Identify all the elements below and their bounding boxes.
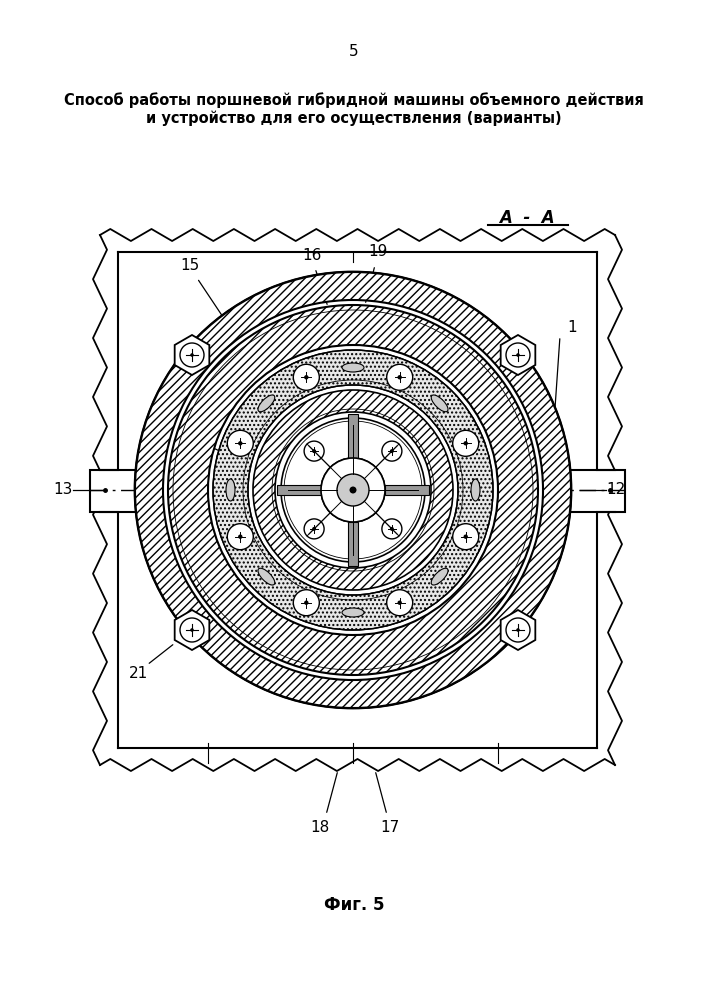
- Ellipse shape: [431, 395, 448, 412]
- Circle shape: [227, 524, 253, 550]
- Circle shape: [387, 590, 413, 616]
- Ellipse shape: [342, 363, 364, 372]
- Circle shape: [452, 524, 479, 550]
- Ellipse shape: [431, 568, 448, 585]
- Text: 18: 18: [310, 820, 329, 836]
- Wedge shape: [168, 305, 538, 675]
- Text: 1: 1: [567, 320, 577, 336]
- Text: 21: 21: [129, 666, 148, 680]
- Circle shape: [397, 375, 402, 379]
- Circle shape: [321, 458, 385, 522]
- Text: Фиг. 5: Фиг. 5: [324, 896, 384, 914]
- Ellipse shape: [258, 568, 275, 585]
- Polygon shape: [175, 610, 209, 650]
- Text: А  -  А: А - А: [499, 209, 555, 227]
- Circle shape: [397, 601, 402, 605]
- Text: и устройство для его осуществления (варианты): и устройство для его осуществления (вари…: [146, 110, 562, 126]
- Circle shape: [304, 519, 324, 539]
- Bar: [90, 470, 625, 512]
- Circle shape: [281, 418, 425, 562]
- Circle shape: [390, 527, 394, 531]
- Circle shape: [516, 353, 520, 357]
- Circle shape: [190, 628, 194, 632]
- Wedge shape: [253, 390, 453, 590]
- Circle shape: [180, 343, 204, 367]
- Text: 16: 16: [303, 247, 322, 262]
- Circle shape: [190, 353, 194, 357]
- Circle shape: [464, 441, 468, 446]
- Text: 15: 15: [180, 257, 199, 272]
- Polygon shape: [277, 485, 321, 495]
- Circle shape: [387, 364, 413, 390]
- Circle shape: [337, 474, 369, 506]
- Circle shape: [382, 441, 402, 461]
- Text: 17: 17: [380, 820, 399, 836]
- Wedge shape: [135, 272, 571, 708]
- Polygon shape: [501, 610, 535, 650]
- Polygon shape: [501, 335, 535, 375]
- Ellipse shape: [342, 608, 364, 617]
- Circle shape: [506, 618, 530, 642]
- Circle shape: [390, 449, 394, 453]
- Text: 13: 13: [54, 483, 73, 497]
- Circle shape: [382, 519, 402, 539]
- Ellipse shape: [226, 479, 235, 501]
- Circle shape: [304, 375, 308, 379]
- Text: 5: 5: [349, 44, 359, 60]
- Circle shape: [293, 364, 320, 390]
- Circle shape: [516, 628, 520, 632]
- Circle shape: [506, 343, 530, 367]
- Polygon shape: [348, 522, 358, 566]
- Circle shape: [321, 458, 385, 522]
- Polygon shape: [348, 414, 358, 458]
- Circle shape: [452, 430, 479, 456]
- Text: 22: 22: [183, 434, 203, 450]
- Circle shape: [337, 474, 369, 506]
- Circle shape: [238, 534, 243, 539]
- Circle shape: [464, 534, 468, 539]
- Circle shape: [293, 590, 320, 616]
- Circle shape: [304, 601, 308, 605]
- Ellipse shape: [471, 479, 480, 501]
- Circle shape: [180, 618, 204, 642]
- Polygon shape: [175, 335, 209, 375]
- Text: Способ работы поршневой гибридной машины объемного действия: Способ работы поршневой гибридной машины…: [64, 92, 644, 108]
- Circle shape: [304, 441, 324, 461]
- Ellipse shape: [258, 395, 275, 412]
- Text: 12: 12: [606, 483, 625, 497]
- Wedge shape: [213, 350, 493, 630]
- Circle shape: [312, 449, 316, 453]
- Circle shape: [349, 487, 356, 493]
- Text: 19: 19: [368, 244, 387, 259]
- Circle shape: [227, 430, 253, 456]
- Polygon shape: [385, 485, 429, 495]
- Circle shape: [135, 272, 571, 708]
- Circle shape: [238, 441, 243, 446]
- Circle shape: [312, 527, 316, 531]
- Circle shape: [349, 486, 357, 494]
